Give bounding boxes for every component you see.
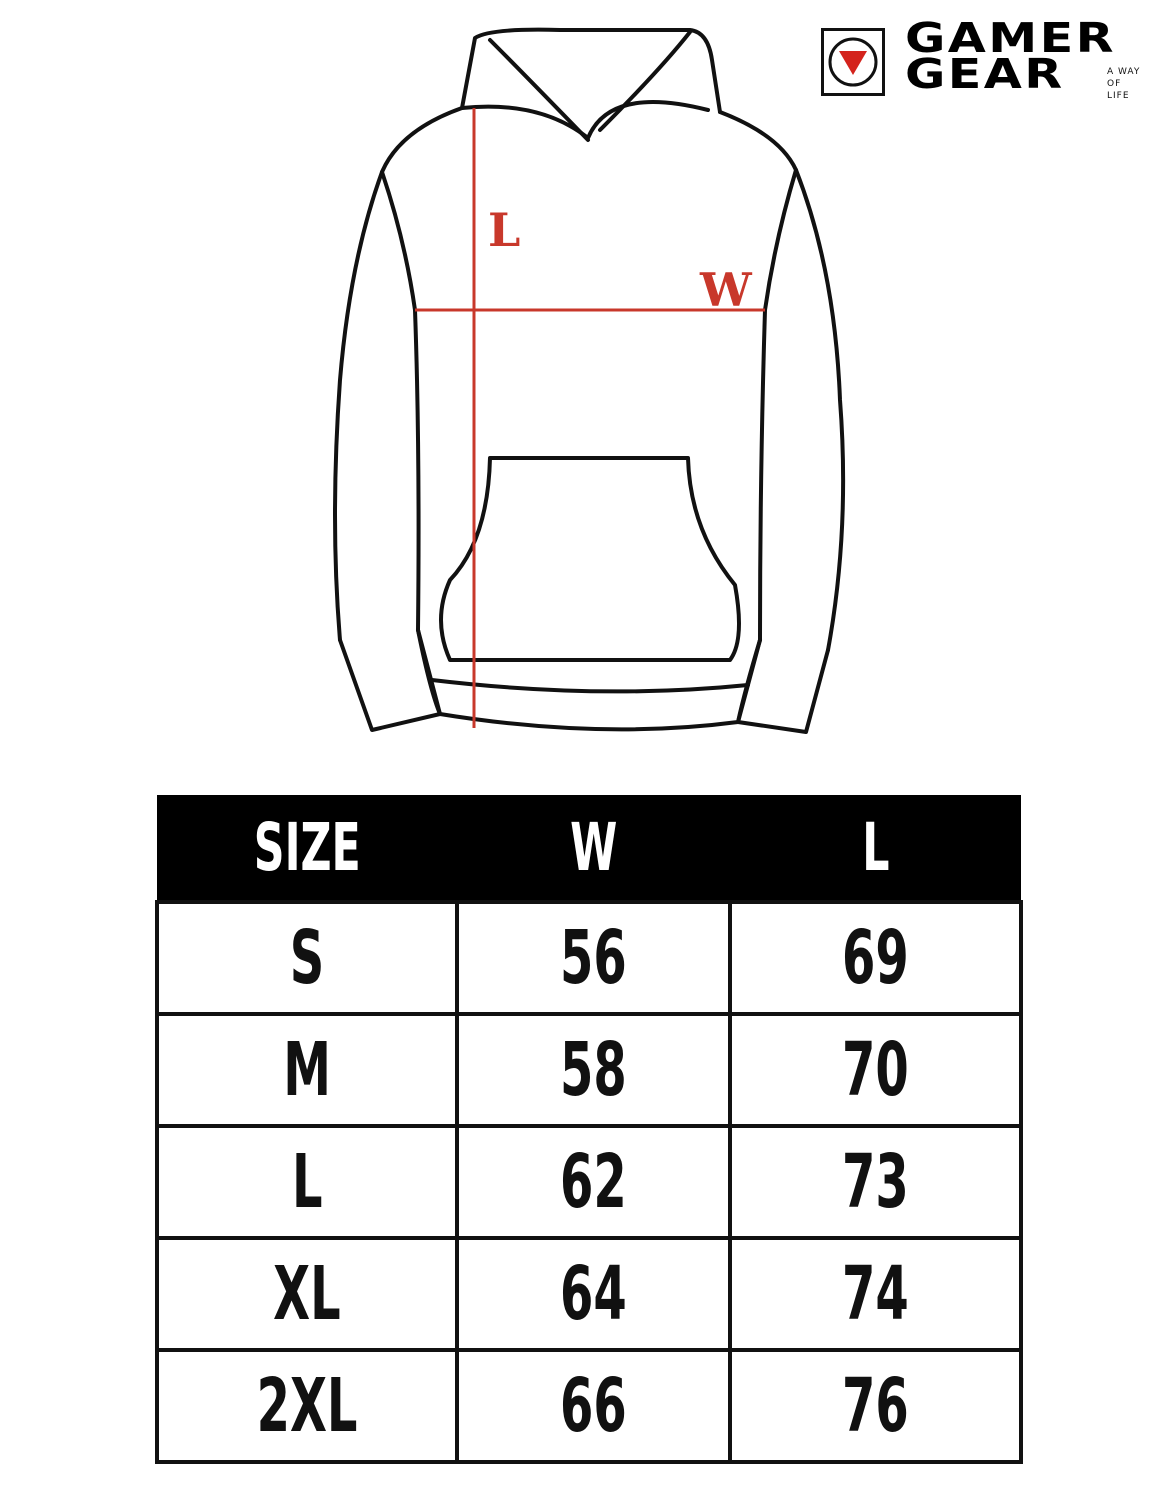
width-cell: 64: [455, 1236, 732, 1352]
size-table: SIZE W L S 56 69 M 58 70 L 62 73 XL 64 7…: [155, 795, 1023, 1464]
measurement-lines: [415, 108, 765, 728]
length-label: L: [488, 203, 520, 257]
size-cell: M: [155, 1012, 459, 1128]
length-cell: 76: [728, 1348, 1023, 1464]
width-cell: 58: [455, 1012, 732, 1128]
logo-wordmark: GAMER GEAR: [905, 14, 1116, 98]
width-cell: 62: [455, 1124, 732, 1240]
table-header-row: SIZE W L: [157, 795, 1021, 902]
hoodie-diagram: L W: [333, 27, 846, 734]
size-cell: L: [155, 1124, 459, 1240]
table-row: 2XL 66 76: [155, 1348, 1023, 1464]
length-cell: 69: [728, 900, 1023, 1016]
length-cell: 73: [728, 1124, 1023, 1240]
logo-emblem: [821, 28, 885, 96]
table-row: L 62 73: [155, 1124, 1023, 1240]
logo-line-2: GEAR: [905, 50, 1065, 98]
triangle-emblem-icon: [828, 37, 878, 87]
tagline-line: OF: [1107, 79, 1122, 89]
logo-line-1: GAMER: [905, 14, 1116, 62]
table-row: M 58 70: [155, 1012, 1023, 1128]
logo-tagline: A WAY OF LIFE: [1107, 66, 1140, 102]
size-cell: 2XL: [155, 1348, 459, 1464]
hoodie-outline: [333, 27, 846, 734]
tagline-line: LIFE: [1107, 91, 1130, 101]
size-cell: S: [155, 900, 459, 1016]
header-length: L: [730, 795, 1021, 902]
length-cell: 74: [728, 1236, 1023, 1352]
header-size: SIZE: [157, 795, 457, 902]
length-cell: 70: [728, 1012, 1023, 1128]
gamer-gear-logo: GAMER GEAR A WAY OF LIFE: [821, 18, 1166, 108]
header-width: W: [457, 795, 730, 902]
table-row: XL 64 74: [155, 1236, 1023, 1352]
table-row: S 56 69: [155, 900, 1023, 1016]
width-cell: 66: [455, 1348, 732, 1464]
tagline-line: A WAY: [1107, 67, 1141, 77]
width-cell: 56: [455, 900, 732, 1016]
size-cell: XL: [155, 1236, 459, 1352]
width-label: W: [699, 263, 753, 317]
